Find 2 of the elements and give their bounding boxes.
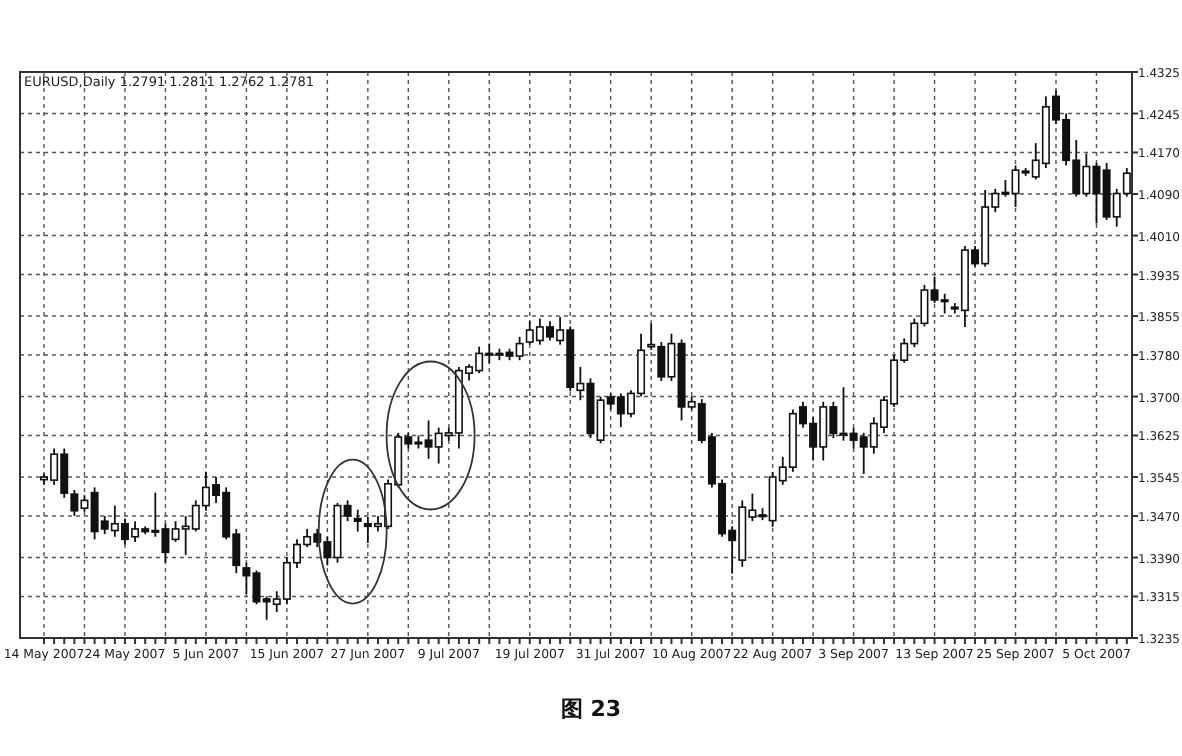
caption: 图 23 xyxy=(560,696,622,722)
candlestick xyxy=(353,508,362,533)
